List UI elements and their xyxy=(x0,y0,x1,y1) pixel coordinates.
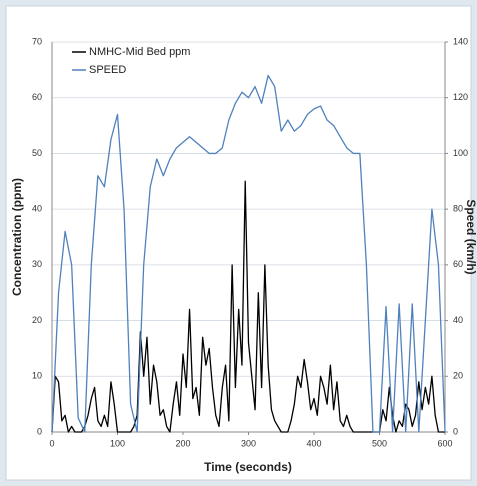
y2-tick-label: 40 xyxy=(453,315,463,325)
y2-tick-label: 20 xyxy=(453,371,463,381)
y2-axis-label: Speed (km/h) xyxy=(464,199,477,274)
legend-label: SPEED xyxy=(89,64,126,76)
y2-tick-label: 60 xyxy=(453,259,463,269)
x-tick-label: 300 xyxy=(241,438,256,448)
y-tick-label: 50 xyxy=(32,148,42,158)
x-tick-label: 400 xyxy=(306,438,321,448)
y2-tick-label: 120 xyxy=(453,92,468,102)
y-tick-label: 10 xyxy=(32,371,42,381)
x-tick-label: 600 xyxy=(437,438,452,448)
series-line xyxy=(51,74,446,433)
y-axis-label: Concentration (ppm) xyxy=(10,178,24,296)
y-tick-label: 0 xyxy=(37,426,42,436)
y2-tick-label: 100 xyxy=(453,148,468,158)
x-tick-label: 500 xyxy=(372,438,387,448)
y-tick-label: 30 xyxy=(32,259,42,269)
y2-tick-label: 80 xyxy=(453,204,463,214)
y-tick-label: 40 xyxy=(32,204,42,214)
y2-tick-label: 140 xyxy=(453,36,468,46)
x-axis-label: Time (seconds) xyxy=(204,460,292,474)
x-tick-label: 100 xyxy=(110,438,125,448)
x-tick-label: 200 xyxy=(175,438,190,448)
chart-panel xyxy=(5,5,472,481)
y-tick-label: 20 xyxy=(32,315,42,325)
x-tick-label: 0 xyxy=(49,438,54,448)
legend-label: NMHC-Mid Bed ppm xyxy=(89,46,190,58)
y2-tick-label: 0 xyxy=(453,426,458,436)
y-tick-label: 60 xyxy=(32,92,42,102)
y-tick-label: 70 xyxy=(32,36,42,46)
